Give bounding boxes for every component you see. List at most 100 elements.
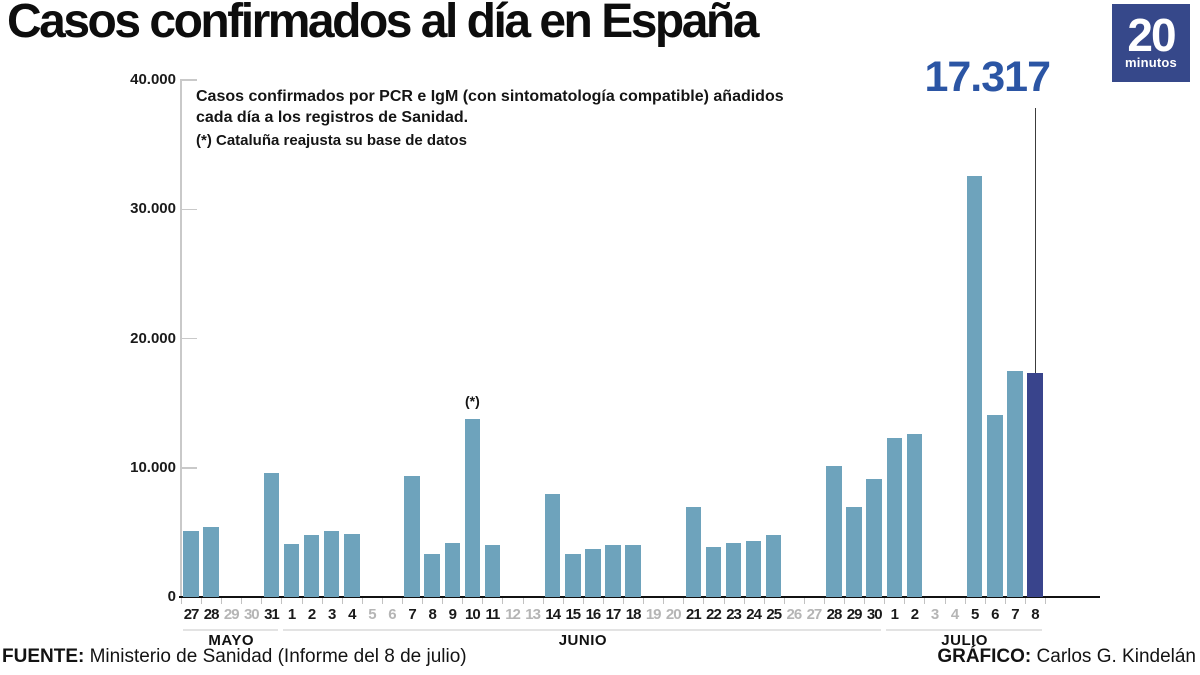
author-credit: GRÁFICO: Carlos G. Kindelán xyxy=(937,646,1196,668)
x-axis-tick xyxy=(964,598,966,604)
x-axis-day-label: 30 xyxy=(243,606,260,623)
x-axis-tick xyxy=(321,598,323,604)
chart-description-line1: Casos confirmados por PCR e IgM (con sin… xyxy=(196,88,784,105)
x-axis-day-label: 29 xyxy=(223,606,240,623)
x-axis-day-label: 4 xyxy=(950,606,959,623)
x-axis-day-label: 31 xyxy=(264,606,280,623)
x-axis-day-label: 19 xyxy=(645,606,662,623)
x-axis-tick xyxy=(582,598,584,604)
month-underline xyxy=(283,629,882,631)
x-axis-day-label: 15 xyxy=(565,606,581,623)
x-axis-tick xyxy=(944,598,946,604)
x-axis-tick xyxy=(341,598,343,604)
bar-junio-18 xyxy=(625,545,641,597)
x-axis-tick xyxy=(763,598,765,604)
bar-junio-2 xyxy=(303,534,320,597)
bar-junio-3 xyxy=(323,531,340,597)
x-axis-tick xyxy=(361,598,363,604)
bar-julio-1 xyxy=(886,438,903,597)
x-axis-day-label: 25 xyxy=(766,606,782,623)
bar-junio-10 xyxy=(464,418,481,597)
x-axis-tick xyxy=(381,598,383,604)
catalonia-footnote: (*) Cataluña reajusta su base de datos xyxy=(196,132,467,149)
x-axis-tick xyxy=(723,598,725,604)
x-axis-tick xyxy=(643,598,645,604)
brand-logo-number: 20 xyxy=(1127,9,1176,61)
x-axis-day-label: 29 xyxy=(846,606,863,623)
bar-julio-2 xyxy=(906,434,923,597)
y-axis-label: 20.000 xyxy=(130,329,176,347)
x-axis-tick xyxy=(984,598,986,604)
x-axis-tick xyxy=(663,598,665,604)
bar-junio-24 xyxy=(745,541,762,597)
x-axis-tick xyxy=(221,598,223,604)
x-axis-day-label: 20 xyxy=(665,606,682,623)
y-axis-label: 40.000 xyxy=(130,71,176,88)
y-axis-label: 0 xyxy=(167,588,176,605)
x-axis-tick xyxy=(743,598,745,604)
x-axis-tick xyxy=(623,598,625,604)
x-axis-tick xyxy=(844,598,846,604)
x-axis-day-label: 5 xyxy=(368,606,376,623)
y-axis-label: 10.000 xyxy=(130,458,176,476)
bar-junio-4 xyxy=(344,533,360,597)
bar-mayo-31 xyxy=(263,472,280,597)
x-axis-day-label: 3 xyxy=(328,606,336,623)
bar-junio-23 xyxy=(725,542,742,597)
x-axis-day-label: 28 xyxy=(203,606,220,623)
bar-junio-9 xyxy=(444,542,460,597)
bar-junio-14 xyxy=(544,493,561,597)
x-axis-day-label: 14 xyxy=(545,606,561,623)
latest-value-callout: 17.317 xyxy=(924,53,1051,101)
chart-description: Casos confirmados por PCR e IgM (con sin… xyxy=(196,86,784,128)
x-axis-day-label: 21 xyxy=(686,606,702,623)
x-axis-day-label: 7 xyxy=(1011,606,1019,623)
x-axis-tick xyxy=(402,598,404,604)
x-axis-day-label: 2 xyxy=(910,606,919,623)
bar-julio-7 xyxy=(1007,370,1023,597)
x-axis-day-label: 23 xyxy=(726,606,742,623)
x-axis-tick xyxy=(602,598,604,604)
x-axis-day-label: 1 xyxy=(287,606,296,623)
x-axis-day-label: 11 xyxy=(485,606,501,623)
y-axis-tick xyxy=(180,79,197,81)
x-axis-tick xyxy=(422,598,424,604)
x-axis-tick xyxy=(241,598,243,604)
x-axis-tick xyxy=(281,598,283,604)
bar-julio-8 xyxy=(1027,373,1043,597)
bar-mayo-27 xyxy=(183,531,199,597)
x-axis-tick xyxy=(803,598,805,604)
bar-junio-16 xyxy=(585,549,601,597)
x-axis-tick xyxy=(683,598,685,604)
x-axis-day-label: 16 xyxy=(585,606,602,623)
bar-julio-5 xyxy=(966,175,983,597)
x-axis-day-label: 24 xyxy=(746,606,762,623)
source-label: FUENTE: xyxy=(2,646,85,667)
x-axis-tick xyxy=(261,598,263,604)
x-axis-day-label: 10 xyxy=(465,606,481,623)
bar-junio-1 xyxy=(283,544,300,597)
source-text: Ministerio de Sanidad (Informe del 8 de … xyxy=(84,646,467,667)
y-axis-label: 30.000 xyxy=(130,200,176,218)
x-axis-tick xyxy=(181,598,182,604)
x-axis-tick xyxy=(522,598,524,604)
x-axis-day-label: 27 xyxy=(183,606,200,623)
x-axis-tick xyxy=(783,598,785,604)
x-axis-tick xyxy=(864,598,866,604)
bar-mayo-28 xyxy=(203,527,219,597)
catalonia-marker: (*) xyxy=(464,392,480,409)
page-title: Casos confirmados al día en España xyxy=(7,0,759,48)
x-axis-day-label: 12 xyxy=(505,606,521,623)
x-axis-day-label: 27 xyxy=(806,606,823,623)
x-axis-day-label: 9 xyxy=(448,606,457,623)
x-axis-day-label: 8 xyxy=(1031,606,1039,623)
month-underline xyxy=(183,629,279,631)
x-axis-day-label: 17 xyxy=(605,606,622,623)
x-axis-tick xyxy=(1024,598,1026,604)
author-label: GRÁFICO: xyxy=(937,646,1032,667)
x-axis-tick xyxy=(542,598,544,604)
x-axis-day-label: 7 xyxy=(408,606,416,623)
bar-junio-30 xyxy=(866,479,882,597)
x-axis-tick xyxy=(301,598,303,604)
bar-julio-6 xyxy=(987,414,1003,597)
